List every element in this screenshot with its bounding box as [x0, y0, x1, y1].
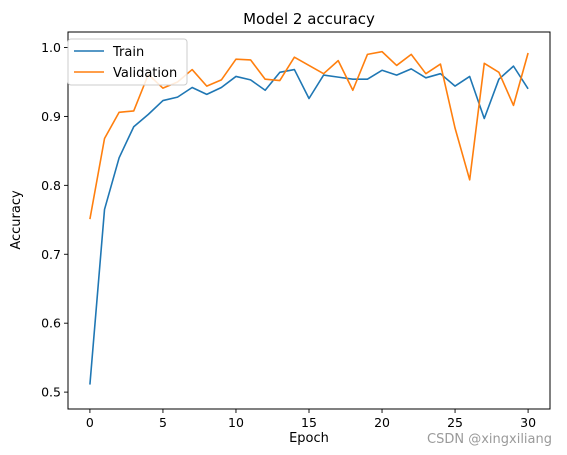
y-tick-label: 1.0 — [41, 40, 61, 55]
legend-label-validation: Validation — [113, 66, 177, 81]
chart-title: Model 2 accuracy — [243, 10, 375, 28]
y-tick-label: 0.8 — [41, 178, 61, 193]
y-axis: 0.5 0.6 0.7 0.8 0.9 1.0 — [41, 40, 68, 400]
x-tick-label: 15 — [301, 415, 317, 430]
y-tick-label: 0.5 — [41, 385, 61, 400]
x-tick-label: 10 — [228, 415, 244, 430]
series-line-train — [89, 65, 529, 385]
y-axis-label: Accuracy — [9, 190, 24, 250]
x-tick-label: 5 — [159, 415, 167, 430]
x-tick-label: 30 — [520, 415, 536, 430]
x-tick-label: 0 — [86, 415, 94, 430]
y-tick-label: 0.6 — [41, 316, 61, 331]
series-line-validation — [89, 50, 529, 220]
x-axis: 0 5 10 15 20 25 30 — [86, 409, 536, 430]
y-tick-label: 0.9 — [41, 109, 61, 124]
x-axis-label: Epoch — [289, 431, 329, 446]
x-tick-label: 25 — [447, 415, 463, 430]
x-tick-label: 20 — [374, 415, 390, 430]
watermark: CSDN @xingxiliang — [427, 432, 552, 447]
axes-frame — [67, 31, 551, 410]
legend: Train Validation — [67, 38, 188, 86]
plot-area — [89, 50, 529, 385]
legend-label-train: Train — [112, 45, 144, 60]
y-tick-label: 0.7 — [41, 247, 61, 262]
